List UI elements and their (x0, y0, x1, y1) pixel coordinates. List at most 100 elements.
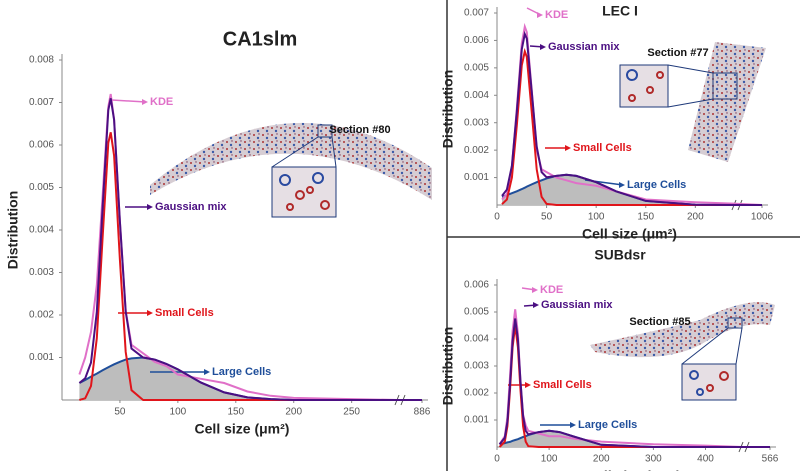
zoom-line (331, 136, 337, 168)
tissue-section (590, 302, 775, 358)
y-tick-label: 0.001 (29, 352, 54, 363)
arrow-head (533, 302, 539, 308)
arrow-head (525, 382, 531, 388)
y-tick-label: 0.003 (464, 361, 489, 372)
tissue-images (150, 42, 775, 401)
series-label: Small Cells (573, 142, 632, 154)
x-tick-label: 400 (697, 454, 714, 465)
y-tick-label: 0.002 (29, 310, 54, 321)
chart-title: LEC I (602, 3, 638, 19)
series-label: Gaussian mix (155, 201, 227, 213)
panel: LEC I Cell size (μm²) Distribution Section … (440, 3, 774, 242)
x-axis-label: Cell size (μm²) (582, 226, 677, 242)
section-label: Section #80 (329, 124, 390, 136)
x-tick-label: 150 (637, 212, 654, 223)
x-tick-label: 100 (541, 454, 558, 465)
zoom-line (667, 64, 714, 74)
series-label: KDE (150, 96, 173, 108)
y-tick-label: 0.007 (464, 8, 489, 19)
y-tick-label: 0.006 (464, 35, 489, 46)
y-axis-label: Distribution (440, 327, 456, 406)
arrow-head (619, 182, 625, 188)
inset-cells (689, 370, 729, 396)
x-tick-label: 50 (114, 407, 126, 418)
inset-cells (279, 172, 330, 211)
tissue-section (688, 42, 766, 162)
x-tick-label: 0 (494, 212, 500, 223)
arrow-head (537, 12, 543, 18)
section-label: Section #77 (647, 47, 708, 59)
series-line (498, 318, 770, 448)
arrow-head (532, 287, 538, 293)
y-tick-label: 0.003 (29, 267, 54, 278)
y-tick-label: 0.006 (29, 140, 54, 151)
y-tick-label: 0.008 (29, 55, 54, 66)
x-tick-label: 200 (285, 407, 302, 418)
series-label: Gaussian mix (548, 41, 620, 53)
x-tick-label: 50 (541, 212, 553, 223)
y-tick-label: 0.002 (464, 145, 489, 156)
panel: CA1slm Cell size (μm²) Distribution Section… (5, 28, 431, 436)
tissue-section (150, 122, 432, 200)
y-tick-label: 0.005 (464, 307, 489, 318)
arrow-head (204, 369, 210, 375)
arrow-head (565, 145, 571, 151)
arrow-head (147, 310, 153, 316)
chart-title: CA1slm (223, 28, 297, 50)
y-tick-label: 0.005 (464, 62, 489, 73)
y-tick-label: 0.001 (464, 172, 489, 183)
series-line (78, 98, 422, 401)
x-tick-label: 1006 (751, 212, 774, 223)
y-tick-label: 0.004 (464, 90, 489, 101)
zoom-line (681, 327, 729, 365)
x-tick-label: 0 (494, 454, 500, 465)
chart-title: SUBdsr (594, 247, 646, 263)
y-tick-label: 0.003 (464, 117, 489, 128)
inset-cells (626, 69, 664, 102)
y-axis-label: Distribution (5, 191, 21, 270)
zoom-inset (681, 363, 737, 401)
y-axis-label: Distribution (440, 70, 456, 149)
y-tick-label: 0.007 (29, 97, 54, 108)
x-tick-label: 886 (414, 407, 431, 418)
x-axis-label: Cell size (μm²) (195, 421, 290, 437)
x-tick-label: 100 (588, 212, 605, 223)
series-label: Gaussian mix (541, 299, 613, 311)
annotation-arrow (111, 99, 147, 103)
zoom-box (317, 124, 333, 138)
x-tick-label: 566 (762, 454, 779, 465)
x-axis-label: Cell size (μm²) (586, 468, 681, 471)
y-tick-label: 0.005 (29, 182, 54, 193)
arrow-head (142, 99, 148, 105)
zoom-line (271, 136, 319, 168)
zoom-line (667, 98, 714, 108)
x-tick-label: 250 (343, 407, 360, 418)
x-tick-label: 200 (593, 454, 610, 465)
arrow-head (570, 422, 576, 428)
series-line (501, 47, 762, 206)
series-label: Small Cells (155, 307, 214, 319)
y-tick-label: 0.002 (464, 388, 489, 399)
series-label: Large Cells (578, 419, 637, 431)
y-tick-label: 0.004 (464, 334, 489, 345)
panel: SUBdsr Cell size (μm²) Distribution Section… (440, 247, 779, 471)
x-tick-label: 150 (227, 407, 244, 418)
y-tick-label: 0.006 (464, 280, 489, 291)
zoom-line (735, 327, 743, 365)
arrow-head (540, 44, 546, 50)
section-label: Section #85 (629, 316, 690, 328)
area-fill (79, 357, 423, 400)
y-tick-label: 0.001 (464, 415, 489, 426)
series-label: Large Cells (627, 179, 686, 191)
x-tick-label: 300 (645, 454, 662, 465)
y-tick-label: 0.004 (29, 225, 54, 236)
arrow-head (147, 204, 153, 210)
zoom-box (712, 72, 738, 100)
x-tick-label: 100 (170, 407, 187, 418)
series-line (501, 30, 762, 206)
series-label: Small Cells (533, 379, 592, 391)
series-label: KDE (545, 9, 568, 21)
x-tick-label: 200 (687, 212, 704, 223)
area-fill (501, 174, 762, 205)
